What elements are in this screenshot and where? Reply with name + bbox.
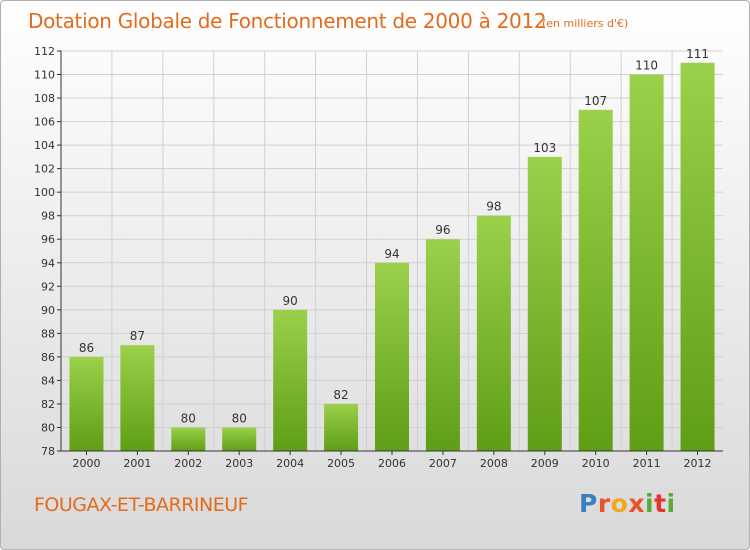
x-tick-label: 2003 [225, 457, 253, 470]
y-tick-label: 78 [41, 445, 55, 458]
data-label: 82 [333, 388, 348, 402]
x-tick-label: 2009 [531, 457, 559, 470]
x-tick-label: 2010 [582, 457, 610, 470]
logo-letter: i [666, 489, 676, 518]
x-tick-label: 2008 [480, 457, 508, 470]
x-tick-label: 2007 [429, 457, 457, 470]
bar [425, 239, 460, 451]
x-tick-label: 2005 [327, 457, 355, 470]
y-tick-label: 84 [41, 374, 55, 387]
logo-letter: i [645, 489, 655, 518]
bar [273, 309, 308, 451]
data-label: 111 [686, 47, 709, 61]
data-label: 94 [384, 247, 399, 261]
bar [476, 215, 511, 451]
y-tick-label: 92 [41, 280, 55, 293]
y-tick-label: 112 [34, 45, 55, 58]
bar [222, 427, 257, 451]
data-label: 80 [232, 411, 247, 425]
chart-subtitle: (en milliers d'€) [542, 17, 629, 30]
bar [578, 109, 613, 451]
data-label: 110 [635, 59, 658, 73]
bar [629, 74, 664, 451]
y-tick-label: 98 [41, 210, 55, 223]
x-tick-label: 2012 [684, 457, 712, 470]
logo-letter: r [597, 489, 611, 518]
data-label: 103 [533, 141, 556, 155]
y-tick-label: 106 [34, 116, 55, 129]
y-tick-label: 90 [41, 304, 55, 317]
logo-letter: o [610, 489, 629, 518]
data-label: 80 [181, 411, 196, 425]
proxiti-logo: Proxiti [579, 489, 676, 518]
y-tick-label: 80 [41, 421, 55, 434]
x-tick-label: 2001 [123, 457, 151, 470]
y-tick-label: 96 [41, 233, 55, 246]
data-label: 96 [435, 223, 450, 237]
y-tick-label: 94 [41, 257, 55, 270]
axes [57, 50, 723, 455]
x-tick-label: 2002 [174, 457, 202, 470]
chart-title: Dotation Globale de Fonctionnement de 20… [28, 9, 547, 33]
place-name: FOUGAX-ET-BARRINEUF [34, 494, 249, 516]
labels: 78 80 82 84 86 88 90 92 94 96 98 100 102 104 106 108 110… [34, 45, 712, 470]
logo-letter: P [579, 489, 598, 518]
data-label: 107 [584, 94, 607, 108]
bar [527, 156, 562, 451]
x-tick-label: 2011 [633, 457, 661, 470]
bar [324, 403, 359, 451]
data-label: 86 [79, 341, 94, 355]
bars [69, 62, 715, 451]
y-tick-label: 110 [34, 69, 55, 82]
bar [171, 427, 206, 451]
bar [120, 345, 155, 451]
y-tick-label: 102 [34, 163, 55, 176]
bar [680, 62, 715, 451]
logo-letter: x [628, 489, 645, 518]
data-label: 98 [486, 200, 501, 214]
y-tick-label: 108 [34, 92, 55, 105]
x-tick-label: 2004 [276, 457, 304, 470]
data-label: 87 [130, 329, 145, 343]
y-tick-label: 88 [41, 327, 55, 340]
y-tick-label: 82 [41, 398, 55, 411]
y-tick-label: 100 [34, 186, 55, 199]
bar [375, 262, 409, 451]
x-tick-label: 2006 [378, 457, 406, 470]
bar [69, 356, 104, 451]
data-label: 90 [283, 294, 298, 308]
logo-letter: t [654, 489, 667, 518]
x-tick-label: 2000 [72, 457, 100, 470]
y-tick-label: 104 [34, 139, 55, 152]
y-tick-label: 86 [41, 351, 55, 364]
